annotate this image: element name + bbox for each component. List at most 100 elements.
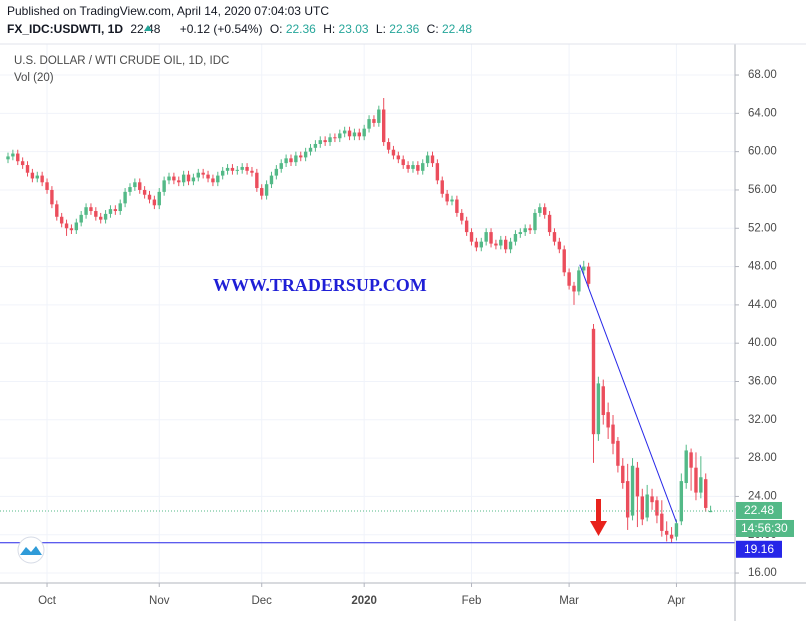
candle-body	[240, 166, 244, 170]
tradingview-logo	[17, 536, 45, 564]
candle-body	[611, 424, 615, 444]
candle-body	[225, 167, 230, 171]
candle-body	[381, 109, 386, 143]
candle-body	[489, 232, 493, 244]
y-tick-label: 24.00	[748, 490, 777, 502]
y-tick-label: 44.00	[748, 299, 777, 311]
candle-body	[25, 165, 30, 173]
candle-body	[406, 165, 410, 169]
candle-body	[269, 175, 274, 185]
candle-body	[250, 170, 254, 173]
high-value: 23.03	[339, 22, 369, 36]
candle-body	[640, 496, 644, 520]
candle-body	[45, 182, 49, 190]
y-tick-label: 40.00	[748, 337, 777, 349]
candle-body	[274, 168, 279, 176]
candle-body	[396, 155, 401, 160]
candle-body	[528, 228, 532, 231]
candle-body	[342, 130, 347, 134]
candle-body	[138, 182, 142, 190]
candle-body	[704, 479, 708, 508]
candle-body	[655, 500, 659, 516]
candle-body	[533, 212, 537, 231]
x-tick-label: Oct	[38, 595, 57, 607]
logo-circle	[17, 536, 45, 564]
candle-body	[177, 180, 181, 183]
candle-body	[669, 534, 674, 539]
candle-body	[460, 212, 464, 221]
trend-line	[579, 264, 677, 523]
chart-title: U.S. DOLLAR / WTI CRUDE OIL, 1D, IDC	[14, 55, 229, 67]
y-tick-label: 64.00	[748, 107, 777, 119]
x-tick-label: Apr	[667, 595, 685, 607]
candle-body	[513, 234, 518, 242]
candle-body	[162, 180, 166, 192]
candle-body	[279, 163, 283, 169]
candle-body	[591, 328, 596, 435]
x-tick-label: Mar	[559, 595, 579, 607]
candle-body	[508, 241, 513, 250]
candle-body	[89, 207, 93, 212]
candle-body	[552, 232, 557, 242]
candle-body	[538, 207, 542, 213]
candle-body	[367, 119, 371, 129]
candle-body	[30, 172, 35, 179]
candle-body	[255, 172, 259, 189]
candle-body	[518, 232, 523, 235]
arrow-head	[590, 521, 607, 536]
candle-body	[64, 223, 69, 229]
candle-body	[650, 496, 654, 503]
y-tick-label: 68.00	[748, 69, 777, 81]
countdown-label: 14:56:30	[741, 521, 788, 535]
candle-body	[152, 199, 157, 206]
low-value: 22.36	[389, 22, 419, 36]
countdown-box	[736, 519, 794, 537]
candle-body	[479, 241, 483, 248]
candle-body	[108, 209, 113, 214]
y-tick-label: 52.00	[748, 222, 777, 234]
candle-body	[69, 228, 74, 231]
candle-body	[411, 165, 415, 169]
candle-body	[499, 239, 503, 246]
candle-body	[40, 175, 44, 183]
candle-body	[123, 191, 127, 204]
candle-body	[596, 383, 601, 435]
candle-body	[391, 149, 396, 156]
candle-body	[401, 159, 405, 166]
candle-body	[294, 155, 298, 163]
candle-body	[84, 207, 88, 215]
candle-body	[50, 189, 54, 205]
last-price-label: 22.48	[744, 503, 774, 517]
candle-body	[582, 266, 586, 271]
ohlc-label: O:	[270, 22, 283, 36]
candle-body	[543, 207, 547, 215]
candle-body	[313, 143, 318, 148]
candle-body	[245, 166, 249, 171]
candle-body	[20, 161, 25, 166]
candle-body	[186, 174, 191, 182]
candle-body	[660, 513, 664, 531]
candle-body	[606, 412, 610, 428]
candle-body	[664, 530, 669, 535]
candle-body	[303, 151, 308, 158]
candle-body	[113, 209, 118, 212]
x-tick-label: Feb	[462, 595, 482, 607]
candle-body	[435, 163, 440, 181]
symbol-line: FX_IDC:USDWTI, 1D 22.48 +0.12 (+0.54%) O…	[7, 22, 472, 36]
candle-body	[455, 199, 459, 213]
candle-body	[684, 450, 688, 484]
logo-wave	[20, 546, 42, 555]
red-arrow	[590, 499, 607, 536]
candle-body	[469, 232, 474, 242]
candle-body	[699, 477, 703, 493]
x-tick-label: 2020	[351, 595, 377, 607]
open-value: 22.36	[286, 22, 316, 36]
candle-body	[557, 241, 562, 250]
candle-body	[167, 176, 171, 181]
candle-body	[635, 467, 640, 497]
candle-body	[328, 137, 332, 143]
candle-body	[679, 481, 684, 522]
candle-body	[440, 180, 444, 194]
candle-body	[147, 194, 152, 200]
candle-body	[230, 167, 235, 171]
